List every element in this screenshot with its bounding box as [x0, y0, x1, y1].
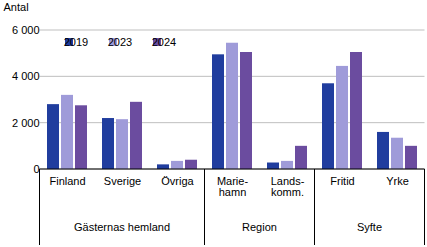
svg-text:Finland: Finland: [49, 175, 85, 187]
svg-text:Region: Region: [242, 221, 277, 233]
svg-text:Sverige: Sverige: [104, 175, 141, 187]
svg-text:6 000: 6 000: [12, 24, 40, 36]
svg-text:Övriga: Övriga: [161, 175, 194, 187]
svg-text:2 000: 2 000: [12, 117, 40, 129]
svg-text:Gästernas hemland: Gästernas hemland: [74, 221, 170, 233]
svg-text:Yrke: Yrke: [386, 175, 409, 187]
svg-text:Fritid: Fritid: [330, 175, 354, 187]
svg-text:Antal: Antal: [4, 1, 29, 13]
svg-text:Lands-komm.: Lands-komm.: [271, 175, 305, 198]
svg-text:0: 0: [33, 163, 39, 175]
svg-text:Syfte: Syfte: [357, 221, 382, 233]
svg-text:2023: 2023: [108, 36, 132, 48]
svg-text:4 000: 4 000: [12, 70, 40, 82]
svg-text:2019: 2019: [64, 36, 88, 48]
svg-text:2024: 2024: [152, 36, 176, 48]
svg-text:Marie-hamn: Marie-hamn: [217, 175, 249, 198]
